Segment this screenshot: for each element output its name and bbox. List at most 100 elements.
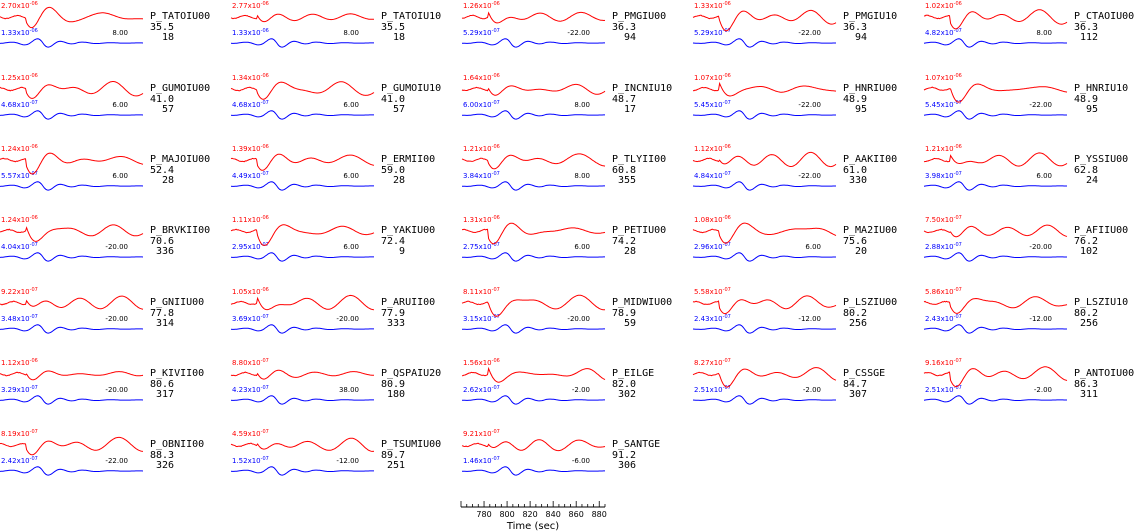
observed-waveform bbox=[230, 13, 375, 23]
observed-waveform bbox=[230, 369, 375, 380]
time-shift: -20.00 bbox=[105, 315, 128, 323]
station-panel-p_lsziu10: 5.86x10-07 2.43x10-07 -12.00 P_LSZIU1080.22… bbox=[923, 287, 1128, 334]
station-distance: 80.6 bbox=[150, 379, 174, 390]
station-distance: 41.0 bbox=[150, 94, 174, 105]
synthetic-amplitude: 5.57x10-07 bbox=[1, 171, 38, 180]
observed-waveform bbox=[692, 9, 837, 32]
time-shift: 6.00 bbox=[112, 172, 128, 180]
observed-waveform bbox=[923, 83, 1068, 103]
synthetic-amplitude: 4.82x10-07 bbox=[925, 28, 962, 37]
station-distance: 77.9 bbox=[381, 308, 405, 319]
observed-amplitude: 1.34x10-06 bbox=[232, 73, 269, 82]
synthetic-waveform bbox=[923, 324, 1067, 334]
observed-amplitude: 1.21x10-06 bbox=[925, 144, 962, 153]
station-name: P_TLYII00 bbox=[612, 154, 666, 165]
synthetic-waveform bbox=[923, 395, 1067, 405]
synthetic-amplitude: 3.29x10-07 bbox=[1, 385, 38, 394]
synthetic-amplitude: 1.33x10-06 bbox=[1, 28, 38, 37]
station-distance: 36.3 bbox=[843, 22, 867, 33]
synthetic-waveform bbox=[461, 181, 605, 191]
observed-waveform bbox=[923, 224, 1068, 238]
station-azimuth: 102 bbox=[1080, 246, 1098, 257]
observed-amplitude: 1.24x10-06 bbox=[1, 144, 38, 153]
station-name: P_SANTGE bbox=[612, 439, 660, 450]
station-name: P_YAKIU00 bbox=[381, 225, 435, 236]
time-shift: -2.00 bbox=[1034, 386, 1052, 394]
time-shift: -12.00 bbox=[798, 315, 821, 323]
station-azimuth: 326 bbox=[156, 460, 174, 471]
synthetic-waveform bbox=[692, 252, 836, 262]
station-panel-p_hnriu10: 1.07x10-06 5.45x10-07 -22.00 P_HNRIU1048.99… bbox=[923, 73, 1128, 120]
synthetic-waveform bbox=[461, 110, 605, 120]
synthetic-amplitude: 1.52x10-07 bbox=[232, 456, 269, 465]
synthetic-amplitude: 2.62x10-07 bbox=[463, 385, 500, 394]
observed-amplitude: 9.16x10-07 bbox=[925, 358, 962, 367]
station-name: P_GUMOIU00 bbox=[150, 83, 210, 94]
station-name: P_PMGIU00 bbox=[612, 11, 666, 22]
synthetic-waveform bbox=[230, 324, 374, 334]
observed-waveform bbox=[461, 294, 606, 317]
time-shift: -20.00 bbox=[567, 315, 590, 323]
observed-amplitude: 7.50x10-07 bbox=[925, 215, 962, 224]
station-distance: 48.9 bbox=[1074, 94, 1098, 105]
synthetic-amplitude: 3.84x10-07 bbox=[463, 171, 500, 180]
observed-waveform bbox=[461, 366, 606, 383]
station-distance: 78.9 bbox=[612, 308, 636, 319]
time-shift: -20.00 bbox=[336, 315, 359, 323]
observed-waveform bbox=[923, 296, 1068, 314]
station-name: P_HNRIU10 bbox=[1074, 83, 1128, 94]
synthetic-waveform bbox=[230, 252, 374, 262]
axis-label: Time (sec) bbox=[506, 521, 559, 532]
station-panel-p_pmgiu10: 1.33x10-06 5.29x10-07 -22.00 P_PMGIU1036.39… bbox=[692, 1, 897, 48]
observed-waveform bbox=[230, 294, 375, 311]
station-distance: 89.7 bbox=[381, 450, 405, 461]
observed-amplitude: 1.12x10-06 bbox=[694, 144, 731, 153]
time-shift: 6.00 bbox=[574, 243, 590, 251]
tick-label: 860 bbox=[569, 510, 584, 519]
observed-amplitude: 1.56x10-06 bbox=[463, 358, 500, 367]
time-shift: -22.00 bbox=[798, 29, 821, 37]
station-azimuth: 306 bbox=[618, 460, 636, 471]
time-shift: -12.00 bbox=[336, 457, 359, 465]
time-shift: 8.00 bbox=[343, 29, 359, 37]
observed-amplitude: 5.86x10-07 bbox=[925, 287, 962, 296]
station-azimuth: 302 bbox=[618, 389, 636, 400]
synthetic-amplitude: 5.29x10-07 bbox=[694, 28, 731, 37]
observed-waveform bbox=[692, 222, 837, 244]
synthetic-waveform bbox=[0, 324, 144, 334]
observed-amplitude: 9.21x10-07 bbox=[463, 429, 500, 438]
station-panel-p_lsziu00: 5.58x10-07 2.43x10-07 -12.00 P_LSZIU0080.22… bbox=[692, 287, 897, 334]
time-shift: 8.00 bbox=[112, 29, 128, 37]
station-name: P_OBNII00 bbox=[150, 439, 204, 450]
time-shift: -20.00 bbox=[105, 243, 128, 251]
synthetic-waveform bbox=[230, 395, 374, 405]
observed-amplitude: 2.70x10-06 bbox=[1, 1, 38, 10]
station-azimuth: 251 bbox=[387, 460, 405, 471]
observed-amplitude: 1.07x10-06 bbox=[925, 73, 962, 82]
time-shift: -2.00 bbox=[572, 386, 590, 394]
synthetic-waveform bbox=[461, 466, 605, 476]
observed-amplitude: 1.11x10-06 bbox=[232, 215, 269, 224]
observed-waveform bbox=[461, 11, 606, 24]
observed-amplitude: 8.11x10-07 bbox=[463, 287, 500, 296]
observed-waveform bbox=[0, 436, 144, 456]
observed-amplitude: 2.77x10-06 bbox=[232, 1, 269, 10]
station-azimuth: 28 bbox=[393, 175, 405, 186]
station-panel-p_aakii00: 1.12x10-06 4.84x10-07 -22.00 P_AAKII0061.03… bbox=[692, 144, 897, 191]
station-azimuth: 28 bbox=[162, 175, 174, 186]
observed-amplitude: 1.25x10-06 bbox=[1, 73, 38, 82]
synthetic-amplitude: 3.48x10-07 bbox=[1, 314, 38, 323]
synthetic-amplitude: 3.98x10-07 bbox=[925, 171, 962, 180]
observed-waveform bbox=[692, 367, 837, 388]
time-shift: -6.00 bbox=[572, 457, 590, 465]
observed-amplitude: 8.19x10-07 bbox=[1, 429, 38, 438]
tick-label: 880 bbox=[592, 510, 607, 519]
station-azimuth: 24 bbox=[1086, 175, 1098, 186]
synthetic-waveform bbox=[692, 181, 836, 191]
synthetic-amplitude: 5.45x10-07 bbox=[694, 100, 731, 109]
